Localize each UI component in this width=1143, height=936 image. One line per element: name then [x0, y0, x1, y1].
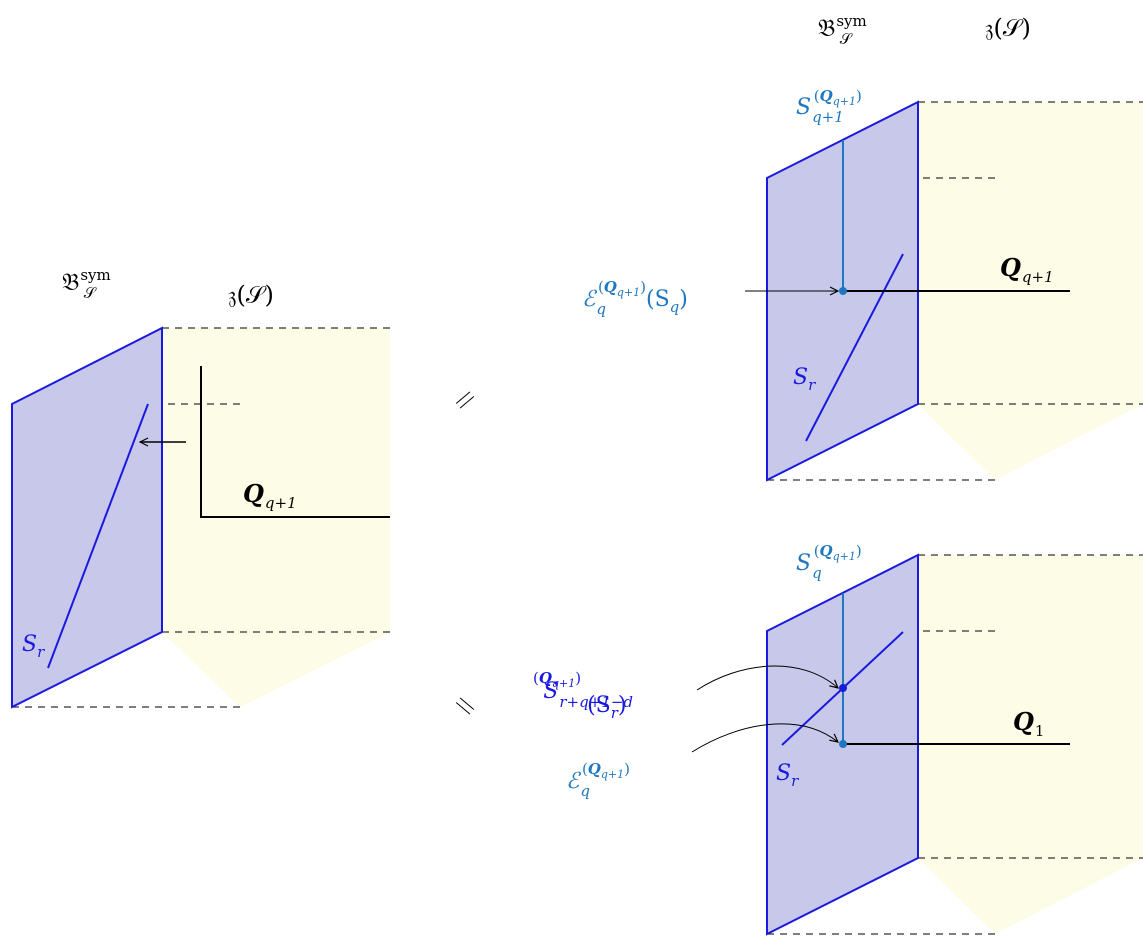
br-map-arrow — [691, 723, 838, 753]
top-right-panel — [745, 100, 1143, 482]
equals-sign-top — [455, 391, 475, 409]
left-surface-label: Sr — [22, 632, 45, 661]
left-boundary-label: 𝔅sym 𝒮 — [62, 266, 111, 302]
left-panel — [11, 326, 390, 709]
equals-sign-bottom — [455, 697, 475, 715]
br-intersection-dot — [839, 684, 847, 692]
tr-map-label: ℰq(Qq+1)(Sq) — [582, 278, 688, 318]
tr-vertical-label: Sq+1(Qq+1) — [796, 87, 862, 126]
left-line-label: Qq+1 — [243, 479, 297, 512]
left-operator-line — [200, 366, 390, 518]
left-bulk-label: 𝔷(𝒮) — [228, 281, 274, 309]
tr-line-label: Qq+1 — [1000, 253, 1054, 286]
left-boundary-plane — [11, 326, 163, 709]
br-junction-dot — [839, 740, 847, 748]
tr-surface-line — [805, 253, 904, 442]
bottom-right-panel — [691, 553, 1143, 936]
tr-surface-label: Sr — [793, 365, 816, 394]
tr-boundary-label: 𝔅sym 𝒮 — [818, 12, 867, 48]
left-surface-line — [47, 403, 149, 669]
br-intersection-arrow — [696, 665, 838, 691]
br-vertical-label: Sq(Qq+1) — [796, 542, 862, 582]
tr-bulk-label: 𝔷(𝒮) — [985, 14, 1031, 42]
br-line-label: Q1 — [1013, 707, 1044, 740]
tr-junction-dot — [839, 287, 847, 295]
br-map-label: ℰq(Qq+1) — [566, 760, 630, 800]
br-intersection-label: Sr+q+1−d(Qq+1)(Sr) — [533, 669, 633, 722]
br-surface-label: Sr — [776, 761, 799, 790]
